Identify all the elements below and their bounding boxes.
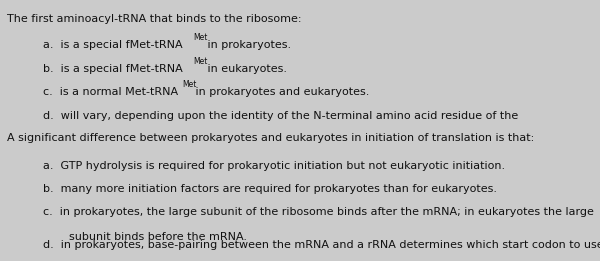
Text: in prokaryotes.: in prokaryotes.	[203, 40, 290, 50]
Text: d.  in prokaryotes, base-pairing between the mRNA and a rRNA determines which st: d. in prokaryotes, base-pairing between …	[43, 240, 600, 250]
Text: Met: Met	[182, 80, 196, 89]
Text: a.  GTP hydrolysis is required for prokaryotic initiation but not eukaryotic ini: a. GTP hydrolysis is required for prokar…	[43, 161, 505, 170]
Text: b.  many more initiation factors are required for prokaryotes than for eukaryote: b. many more initiation factors are requ…	[43, 184, 497, 194]
Text: a.  is a special fMet-tRNA: a. is a special fMet-tRNA	[43, 40, 183, 50]
Text: in eukaryotes.: in eukaryotes.	[203, 64, 287, 74]
Text: subunit binds before the mRNA.: subunit binds before the mRNA.	[69, 232, 247, 241]
Text: c.  is a normal Met-tRNA: c. is a normal Met-tRNA	[43, 87, 178, 97]
Text: A significant difference between prokaryotes and eukaryotes in initiation of tra: A significant difference between prokary…	[7, 133, 535, 143]
Text: The first aminoacyl-tRNA that binds to the ribosome:: The first aminoacyl-tRNA that binds to t…	[7, 14, 302, 24]
Text: in prokaryotes and eukaryotes.: in prokaryotes and eukaryotes.	[192, 87, 370, 97]
Text: Met: Met	[193, 33, 208, 42]
Text: b.  is a special fMet-tRNA: b. is a special fMet-tRNA	[43, 64, 183, 74]
Text: d.  will vary, depending upon the identity of the N-terminal amino acid residue : d. will vary, depending upon the identit…	[43, 111, 518, 121]
Text: Met: Met	[193, 57, 208, 66]
Text: c.  in prokaryotes, the large subunit of the ribosome binds after the mRNA; in e: c. in prokaryotes, the large subunit of …	[43, 207, 594, 217]
